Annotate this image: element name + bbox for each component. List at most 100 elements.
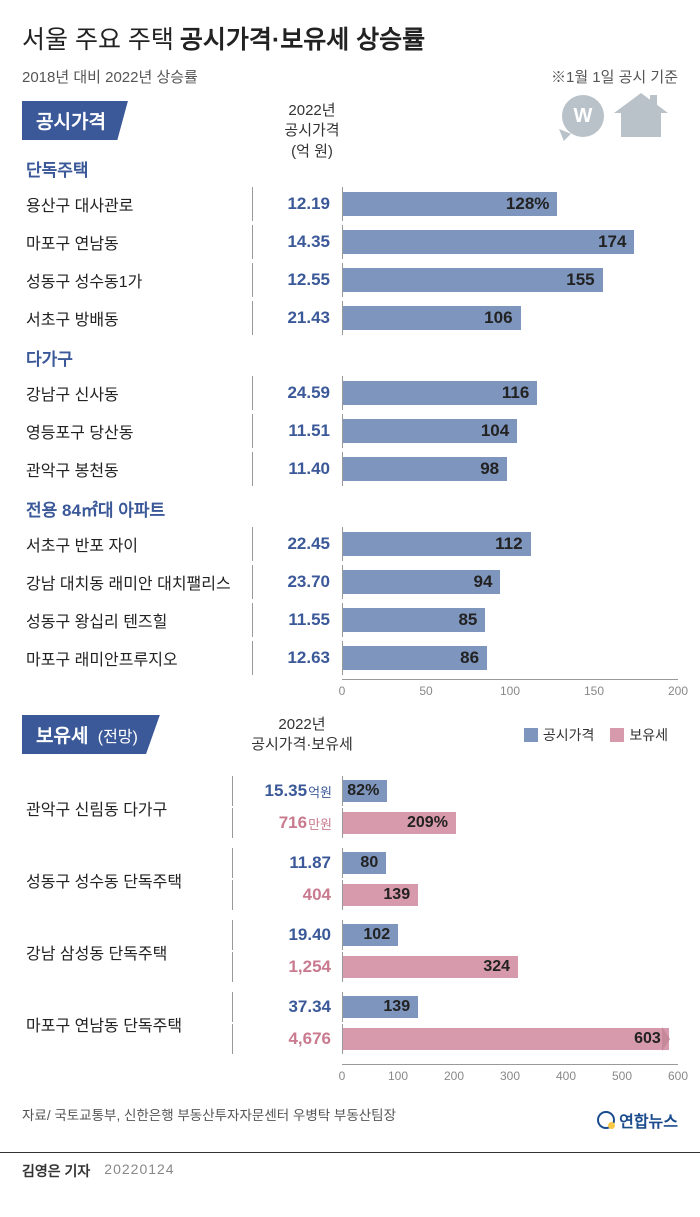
bar-track: 86 bbox=[342, 641, 678, 675]
title-prefix: 서울 주요 주택 bbox=[22, 20, 174, 56]
pair-track: 209% bbox=[342, 808, 678, 838]
pair-bar-pink: 209% bbox=[343, 812, 456, 834]
pair-bar-blue: 82% bbox=[343, 780, 387, 802]
section2-header: 보유세 (전망) 2022년 공시가격·보유세 공시가격 보유세 bbox=[22, 715, 678, 760]
pair-row: 관악구 신림동 다가구 15.35억원 82% 716만원 209% bbox=[22, 776, 678, 840]
bar-value: 12.63 bbox=[252, 641, 342, 675]
won-icon: W bbox=[562, 95, 604, 137]
bar-row: 서초구 방배동 21.43 106 bbox=[22, 301, 678, 335]
pair-row: 성동구 성수동 단독주택 11.87 80 404 139 bbox=[22, 848, 678, 912]
bar-row-label: 강남구 신사동 bbox=[22, 381, 252, 405]
bar-value: 11.40 bbox=[252, 452, 342, 486]
pair-track: 324 bbox=[342, 952, 678, 982]
subtitle: 2018년 대비 2022년 상승률 bbox=[22, 66, 198, 87]
bar-track: 94 bbox=[342, 565, 678, 599]
bar: 86 bbox=[343, 646, 487, 670]
pair-value-pink: 716만원 bbox=[232, 808, 342, 838]
pair-value-pink: 404 bbox=[232, 880, 342, 910]
pair-bar-blue: 80 bbox=[343, 852, 386, 874]
pair-track: 102 bbox=[342, 920, 678, 950]
section2-body: 관악구 신림동 다가구 15.35억원 82% 716만원 209% 성동구 성… bbox=[22, 776, 678, 1056]
bar-row: 마포구 래미안프루지오 12.63 86 bbox=[22, 641, 678, 675]
legend: 공시가격 보유세 bbox=[524, 725, 668, 745]
bar-value: 22.45 bbox=[252, 527, 342, 561]
section2-tag: 보유세 (전망) bbox=[22, 715, 160, 754]
subgroup-label: 다가구 bbox=[26, 345, 678, 370]
bar-track: 128% bbox=[342, 187, 678, 221]
legend-pink: 보유세 bbox=[610, 725, 668, 745]
bar-value: 14.35 bbox=[252, 225, 342, 259]
bar-value: 11.51 bbox=[252, 414, 342, 448]
pair-label: 마포구 연남동 단독주택 bbox=[22, 992, 232, 1056]
bar-row: 관악구 봉천동 11.40 98 bbox=[22, 452, 678, 486]
section1-tag: 공시가격 bbox=[22, 101, 128, 140]
bar-row: 성동구 왕십리 텐즈힐 11.55 85 bbox=[22, 603, 678, 637]
legend-blue: 공시가격 bbox=[524, 725, 595, 745]
yonhap-logo: 연합뉴스 bbox=[597, 1108, 678, 1132]
bar: 104 bbox=[343, 419, 517, 443]
bar-row: 서초구 반포 자이 22.45 112 bbox=[22, 527, 678, 561]
bar-track: 116 bbox=[342, 376, 678, 410]
pair-bar-pink: 603 bbox=[343, 1028, 669, 1050]
bar-row-label: 성동구 성수동1가 bbox=[22, 268, 252, 292]
bar: 128% bbox=[343, 192, 557, 216]
title-main: 공시가격·보유세 상승률 bbox=[180, 20, 425, 56]
pair-label: 강남 삼성동 단독주택 bbox=[22, 920, 232, 984]
header-icons: W bbox=[562, 93, 668, 137]
bar-value: 24.59 bbox=[252, 376, 342, 410]
bar-row-label: 서초구 반포 자이 bbox=[22, 532, 252, 556]
bar: 116 bbox=[343, 381, 537, 405]
footer: 김영은 기자 20220124 bbox=[0, 1152, 700, 1189]
bar-track: 85 bbox=[342, 603, 678, 637]
pair-value-blue: 37.34 bbox=[232, 992, 342, 1022]
bar-track: 98 bbox=[342, 452, 678, 486]
bar: 94 bbox=[343, 570, 500, 594]
bar-track: 174 bbox=[342, 225, 678, 259]
pair-value-blue: 11.87 bbox=[232, 848, 342, 878]
bar-row-label: 강남 대치동 래미안 대치팰리스 bbox=[22, 570, 252, 594]
pair-row: 마포구 연남동 단독주택 37.34 139 4,676 603 bbox=[22, 992, 678, 1056]
bar-row-label: 용산구 대사관로 bbox=[22, 192, 252, 216]
pair-value-blue: 15.35억원 bbox=[232, 776, 342, 806]
pair-value-blue: 19.40 bbox=[232, 920, 342, 950]
bar-track: 155 bbox=[342, 263, 678, 297]
pair-bar-pink: 324 bbox=[343, 956, 518, 978]
logo-icon bbox=[597, 1111, 615, 1129]
bar-row-label: 성동구 왕십리 텐즈힐 bbox=[22, 608, 252, 632]
bar-value: 23.70 bbox=[252, 565, 342, 599]
bar-row: 용산구 대사관로 12.19 128% bbox=[22, 187, 678, 221]
bar-value: 12.55 bbox=[252, 263, 342, 297]
subgroup-label: 전용 84㎡대 아파트 bbox=[26, 496, 678, 521]
bar-row: 강남 대치동 래미안 대치팰리스 23.70 94 bbox=[22, 565, 678, 599]
bar-value: 12.19 bbox=[252, 187, 342, 221]
bar-row: 마포구 연남동 14.35 174 bbox=[22, 225, 678, 259]
pair-value-pink: 4,676 bbox=[232, 1024, 342, 1054]
bar-value: 11.55 bbox=[252, 603, 342, 637]
note-right: ※1월 1일 공시 기준 bbox=[551, 66, 678, 87]
section2-axis: 0100200300400500600 bbox=[342, 1064, 678, 1086]
bar-row-label: 마포구 연남동 bbox=[22, 230, 252, 254]
date: 20220124 bbox=[104, 1161, 174, 1181]
pair-track: 82% bbox=[342, 776, 678, 806]
pair-track: 139 bbox=[342, 880, 678, 910]
reporter: 김영은 기자 bbox=[22, 1161, 90, 1181]
bar-track: 104 bbox=[342, 414, 678, 448]
pair-track: 80 bbox=[342, 848, 678, 878]
legend-swatch-pink bbox=[610, 728, 624, 742]
pair-bar-blue: 102 bbox=[343, 924, 398, 946]
bar-row: 성동구 성수동1가 12.55 155 bbox=[22, 263, 678, 297]
pair-value-pink: 1,254 bbox=[232, 952, 342, 982]
pair-track: 603 bbox=[342, 1024, 678, 1054]
bar-row-label: 관악구 봉천동 bbox=[22, 457, 252, 481]
legend-swatch-blue bbox=[524, 728, 538, 742]
bar-row-label: 마포구 래미안프루지오 bbox=[22, 646, 252, 670]
section1-axis: 050100150200 bbox=[342, 679, 678, 701]
bar: 85 bbox=[343, 608, 485, 632]
bar: 112 bbox=[343, 532, 531, 556]
bar-row-label: 영등포구 당산동 bbox=[22, 419, 252, 443]
section1-body: 단독주택 용산구 대사관로 12.19 128% 마포구 연남동 14.35 1… bbox=[22, 156, 678, 675]
pair-label: 성동구 성수동 단독주택 bbox=[22, 848, 232, 912]
pair-bar-pink: 139 bbox=[343, 884, 418, 906]
bar-value: 21.43 bbox=[252, 301, 342, 335]
bar: 106 bbox=[343, 306, 521, 330]
